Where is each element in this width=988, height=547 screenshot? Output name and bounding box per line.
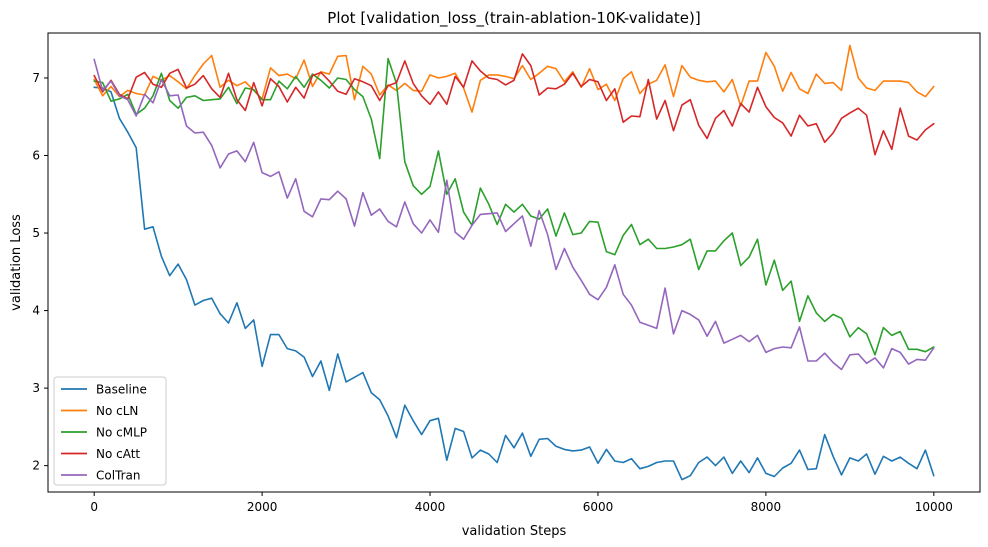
- y-tick-label: 5: [32, 226, 40, 240]
- y-axis: 2 3 4 5 6 7: [32, 71, 48, 473]
- x-tick-label: 8000: [751, 500, 782, 514]
- legend-label-baseline: Baseline: [96, 383, 147, 397]
- y-tick-label: 6: [32, 149, 40, 163]
- x-tick-label: 6000: [583, 500, 614, 514]
- y-tick-label: 3: [32, 381, 40, 395]
- y-tick-label: 7: [32, 71, 40, 85]
- legend-label-no-cln: No cLN: [96, 404, 138, 418]
- x-tick-label: 2000: [247, 500, 278, 514]
- legend: Baseline No cLN No cMLP No cAtt ColTran: [53, 376, 167, 486]
- y-axis-label: validation Loss: [9, 214, 24, 311]
- series-line-no-catt: [93, 53, 935, 156]
- legend-label-no-catt: No cAtt: [96, 447, 140, 461]
- plot-layer: [93, 44, 935, 481]
- x-tick-label: 4000: [415, 500, 446, 514]
- plot-frame: [47, 32, 981, 493]
- y-tick-label: 2: [32, 459, 40, 473]
- series-line-baseline: [93, 86, 935, 481]
- legend-box: [53, 376, 167, 486]
- legend-label-no-cmlp: No cMLP: [96, 426, 147, 440]
- series-line-coltran: [93, 58, 935, 371]
- x-tick-label: 0: [90, 500, 98, 514]
- legend-label-coltran: ColTran: [96, 469, 141, 483]
- series-line-no-cmlp: [93, 57, 935, 356]
- x-axis: 0 2000 4000 6000 8000 10000: [90, 492, 953, 514]
- x-axis-label: validation Steps: [462, 524, 567, 539]
- chart-title: Plot [validation_loss_(train-ablation-10…: [327, 9, 700, 28]
- x-tick-label: 10000: [915, 500, 953, 514]
- y-tick-label: 4: [32, 304, 40, 318]
